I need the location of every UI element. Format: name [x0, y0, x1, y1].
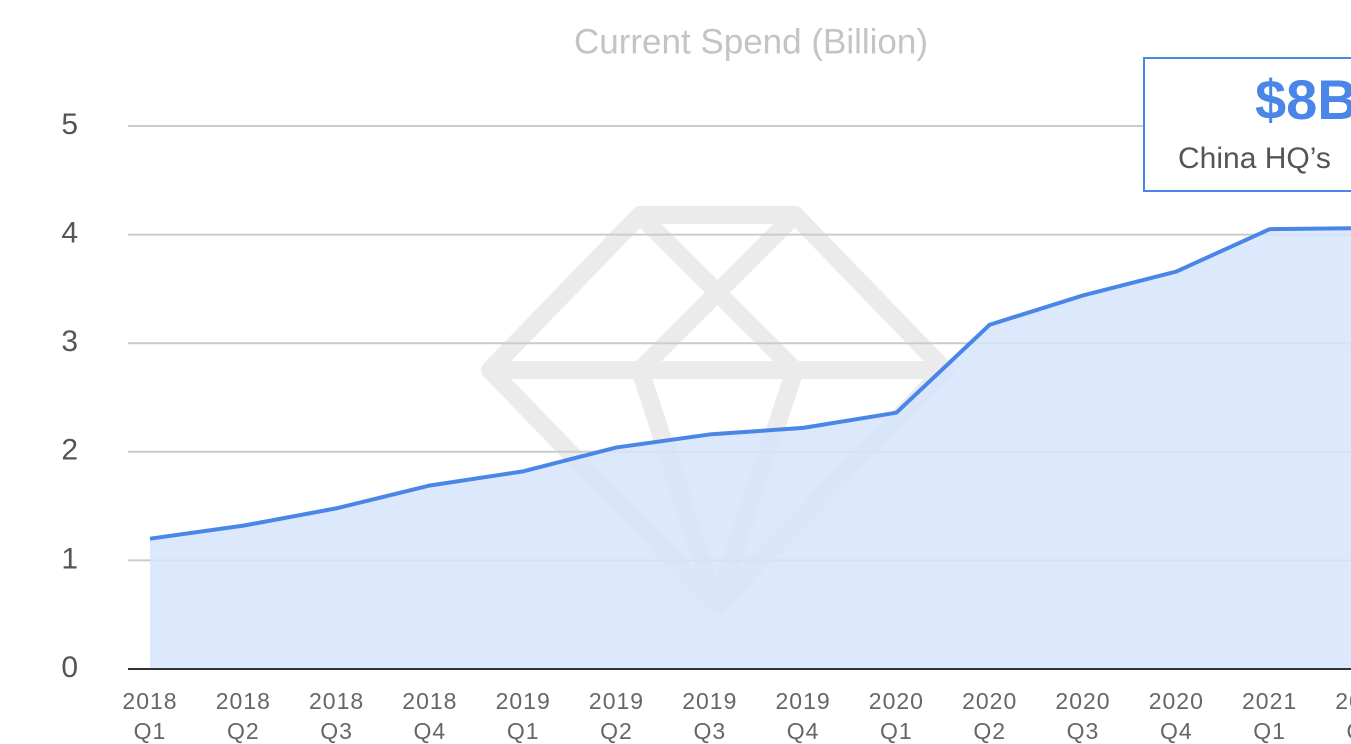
- chart-title: Current Spend (Billion): [574, 22, 928, 61]
- x-tick-label: 2020 Q4: [1148, 688, 1204, 744]
- x-tick-label: 2019 Q2: [588, 688, 645, 744]
- annotation-box: [1143, 57, 1351, 192]
- x-tick-label: 2018 Q1: [122, 688, 178, 744]
- area: [150, 228, 1351, 669]
- y-tick-label: 5: [61, 108, 78, 141]
- y-tick-label: 4: [61, 217, 78, 250]
- x-tick-label: 2021 Q2: [1335, 688, 1351, 744]
- x-tick-label: 2018 Q4: [402, 688, 458, 744]
- line: [149, 226, 1351, 541]
- x-tick-label: 2019 Q1: [495, 688, 551, 744]
- annotation-value: $8B: [1255, 68, 1351, 131]
- x-tick-label: 2019 Q3: [682, 688, 738, 744]
- y-tick-label: 0: [61, 651, 78, 684]
- y-tick-label: 1: [61, 542, 78, 575]
- x-tick-label: 2018 Q2: [215, 688, 271, 744]
- x-tick-label: 2019 Q4: [775, 688, 831, 744]
- x-tick-label: 2021 Q1: [1242, 688, 1298, 744]
- x-tick-label: 2020 Q2: [962, 688, 1018, 744]
- annotation-text: China HQ’s: [1178, 142, 1331, 175]
- x-tick-label: 2020 Q1: [868, 688, 924, 744]
- x-tick-label: 2018 Q3: [309, 688, 365, 744]
- x-tick-label: 2020 Q3: [1055, 688, 1111, 744]
- y-tick-label: 2: [61, 434, 78, 467]
- y-tick-label: 3: [61, 325, 78, 358]
